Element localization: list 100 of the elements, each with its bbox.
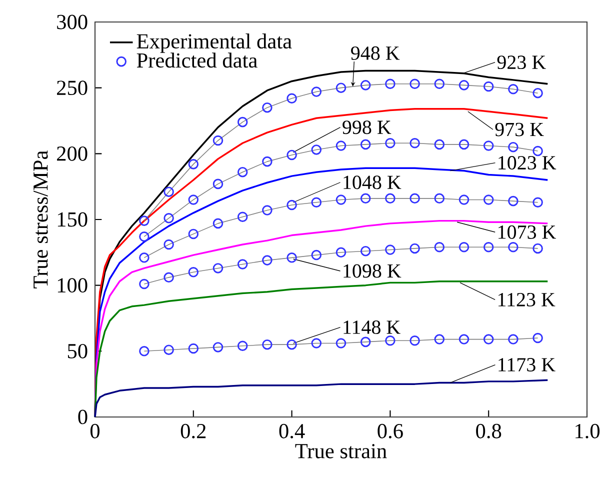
point <box>385 78 396 90</box>
point <box>286 150 297 160</box>
point <box>532 243 543 254</box>
point <box>139 346 150 356</box>
point <box>188 267 199 278</box>
point <box>336 140 346 151</box>
point <box>286 93 297 104</box>
point <box>336 247 346 258</box>
point <box>237 116 248 128</box>
x-tick-label: 0.4 <box>279 424 305 438</box>
y-axis-title: True stress/MPa <box>34 150 48 288</box>
point <box>311 250 322 260</box>
legend-label: Experimental data <box>136 34 292 53</box>
point <box>188 159 199 170</box>
point <box>458 334 470 344</box>
point <box>286 200 297 210</box>
point <box>508 142 518 152</box>
point <box>385 335 396 346</box>
point <box>410 78 420 90</box>
point <box>286 252 297 263</box>
point <box>508 242 518 252</box>
point <box>237 259 248 270</box>
point <box>458 242 470 252</box>
x-tick-label: 1.0 <box>576 424 600 438</box>
point <box>360 80 371 90</box>
point <box>212 135 224 146</box>
legend-label: Predicted data <box>136 52 258 68</box>
point <box>434 139 445 150</box>
point <box>360 139 371 150</box>
point <box>410 193 420 204</box>
point <box>458 139 470 150</box>
point <box>458 194 470 205</box>
point <box>139 231 150 242</box>
x-tick-label: 0.6 <box>378 424 403 438</box>
point <box>532 197 543 208</box>
point <box>434 193 445 204</box>
point <box>237 166 248 178</box>
point <box>434 334 445 344</box>
point <box>311 144 322 155</box>
annotation: 923 K <box>497 56 546 70</box>
annotation: 1023 K <box>498 156 556 170</box>
point <box>410 138 420 148</box>
point <box>212 178 224 190</box>
point <box>311 338 322 348</box>
point <box>164 186 174 197</box>
point <box>336 194 346 205</box>
point <box>139 216 150 226</box>
point <box>164 213 174 224</box>
point <box>164 272 174 283</box>
point <box>532 146 543 156</box>
point <box>262 205 272 216</box>
annotation: 1148 K <box>344 320 400 334</box>
point <box>336 82 346 93</box>
point <box>385 193 396 204</box>
point <box>286 339 297 350</box>
point <box>532 88 543 98</box>
annotation: 1098 K <box>344 264 402 278</box>
point <box>410 243 420 254</box>
y-tick-label: 200 <box>57 146 88 161</box>
point <box>360 193 371 204</box>
annotation: 998 K <box>342 120 392 134</box>
point <box>483 242 494 252</box>
point <box>483 194 494 205</box>
point <box>434 78 445 90</box>
point <box>139 252 150 263</box>
point <box>532 332 543 344</box>
point <box>262 255 272 266</box>
point <box>458 80 470 90</box>
y-tick-label: 50 <box>68 344 88 358</box>
point <box>262 102 272 113</box>
point <box>188 194 199 205</box>
point <box>311 86 322 97</box>
y-tick-label: 300 <box>57 14 88 30</box>
point <box>212 218 224 229</box>
point <box>483 81 494 92</box>
annotation: 1073 K <box>498 225 556 239</box>
point <box>237 212 248 222</box>
point <box>360 336 371 348</box>
point <box>164 239 174 250</box>
x-tick-label: 0.2 <box>180 424 206 438</box>
point <box>188 343 199 354</box>
point <box>139 278 150 290</box>
x-tick-label: 0.8 <box>476 424 502 438</box>
y-tick-label: 100 <box>58 278 88 293</box>
point <box>385 138 396 148</box>
point <box>508 84 518 94</box>
y-tick-label: 150 <box>58 212 88 227</box>
point <box>212 263 224 274</box>
annotation: 948 K <box>351 46 400 60</box>
annotation: 1123 K <box>498 292 556 306</box>
point <box>385 244 396 255</box>
y-tick-label: 250 <box>57 80 88 96</box>
y-tick-label: 0 <box>78 410 88 424</box>
point <box>336 338 346 348</box>
point <box>237 340 248 352</box>
point <box>164 344 174 355</box>
point <box>483 140 494 151</box>
point <box>360 246 371 256</box>
point <box>262 156 272 167</box>
annotation: 1173 K <box>498 358 556 372</box>
